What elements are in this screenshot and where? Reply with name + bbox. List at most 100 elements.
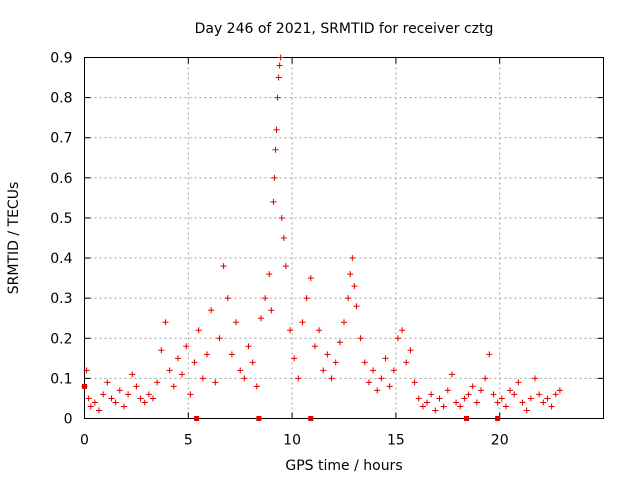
data-point [411,379,418,386]
data-point [347,271,354,278]
data-point [351,283,358,290]
data-point [316,327,323,334]
data-point [233,319,240,326]
data-point [277,54,284,61]
data-point [108,395,115,402]
data-point [191,359,198,366]
data-point [320,367,327,374]
data-point [419,403,426,410]
data-point [249,359,256,366]
data-point [511,391,518,398]
data-point [125,391,132,398]
data-point [357,335,364,342]
data-point [507,387,514,394]
data-point [85,395,92,402]
data-point [361,359,368,366]
data-point [324,351,331,358]
data-point [228,351,235,358]
data-point [203,351,210,358]
x-tick-label: 15 [387,433,405,449]
data-point [273,126,280,133]
data-point [274,94,281,101]
data-point [241,375,248,382]
data-point [382,355,389,362]
data-point [444,387,451,394]
data-point [282,263,289,270]
data-point [536,391,543,398]
data-point [370,367,377,374]
data-point [212,379,219,386]
data-point [270,198,277,205]
data-point [195,327,202,334]
data-point [253,383,260,390]
data-point [137,395,144,402]
data-point [415,395,422,402]
data-point [403,359,410,366]
data-point [482,375,489,382]
data-point [216,335,223,342]
data-point [552,391,559,398]
satellite-marker [308,416,314,421]
data-point [278,214,285,221]
data-point [141,399,148,406]
data-point [527,395,534,402]
data-point [166,367,173,374]
data-point [515,379,522,386]
data-point [268,307,275,314]
y-tick-label: 0 [64,412,73,428]
data-point [271,174,278,181]
data-points [81,54,563,414]
data-point [307,275,314,282]
data-point [548,403,555,410]
data-point [349,255,356,262]
data-point [262,295,269,302]
data-point [540,399,547,406]
data-point [158,347,165,354]
satellite-marker [194,416,200,421]
satellite-marker [256,416,262,421]
data-point [531,375,538,382]
data-point [399,327,406,334]
data-point [170,383,177,390]
data-point [345,295,352,302]
data-point [145,391,152,398]
data-point [336,339,343,346]
y-tick-label: 0.7 [50,131,72,147]
satellite-marker [495,416,501,421]
y-axis-label: SRMTID / TECUs [6,182,22,295]
data-point [494,399,501,406]
data-point [83,367,90,374]
data-point [353,303,360,310]
data-point [341,319,347,326]
data-point [96,407,103,414]
data-point [257,315,264,322]
data-point [199,375,206,382]
x-tick-label: 20 [491,433,509,449]
data-point [100,391,107,398]
data-point [129,371,136,378]
data-point [237,367,244,374]
data-point [112,399,119,406]
data-point [303,295,310,302]
data-point [150,395,157,402]
data-point [87,403,94,410]
data-point [498,395,505,402]
data-point [523,407,530,414]
plot-frame [84,57,604,419]
data-point [457,403,464,410]
data-point [183,343,190,350]
data-point [502,403,509,410]
data-point [245,343,252,350]
data-point [287,327,294,334]
data-point [432,407,439,414]
data-point [91,399,98,406]
data-point [486,351,493,358]
y-tick-label: 0.4 [50,251,72,267]
data-point [332,359,339,366]
data-point [133,383,140,390]
y-tick-label: 0.8 [50,91,72,107]
data-point [162,319,169,326]
data-point [299,319,306,326]
